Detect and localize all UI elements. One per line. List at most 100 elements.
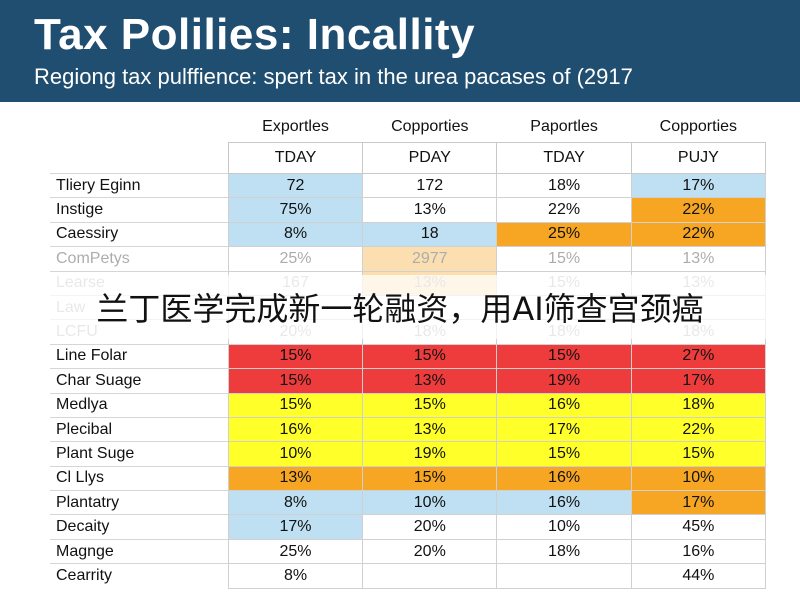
table-row: Line Folar 15% 15% 15% 27% — [50, 343, 767, 370]
table-cell: 17% — [630, 490, 767, 516]
table-cell: 18% — [496, 538, 632, 565]
header-bar: Tax Polilies: Incallity Regiong tax pulf… — [0, 0, 800, 102]
table-cell: 19% — [496, 368, 632, 394]
row-label: Decaity — [50, 514, 229, 540]
table-cell: 8% — [227, 221, 364, 248]
table-cell: 27% — [630, 343, 767, 370]
column-subheader: TDAY — [227, 142, 364, 174]
row-label: Tliery Eginn — [50, 172, 229, 198]
tax-table-container: Exportles Copporties Paportles Copporties T… — [50, 112, 767, 589]
corner-cell — [50, 143, 228, 174]
table-cell: 13% — [362, 416, 498, 443]
table-cell: 18% — [630, 392, 767, 418]
table-cell: 72 — [227, 172, 364, 199]
table-cell: 25% — [227, 246, 364, 272]
column-subheader: TDAY — [496, 142, 632, 174]
table-row: Plantatry 8% 10% 16% 17% — [50, 490, 767, 516]
column-subheader-row: TDAY PDAY TDAY PUJY — [50, 142, 767, 174]
column-subheader: PDAY — [362, 142, 498, 174]
table-cell: 19% — [362, 441, 498, 467]
table-cell: 45% — [630, 514, 767, 540]
table-cell: 17% — [496, 416, 632, 443]
row-label: Caessiry — [50, 221, 229, 247]
column-group-header: Copporties — [659, 118, 738, 135]
table-cell: 16% — [630, 538, 767, 565]
table-cell: 15% — [496, 343, 632, 370]
table-row: Cearrity 8% 44% — [50, 563, 767, 589]
column-group-row: Exportles Copporties Paportles Copporties — [50, 112, 766, 143]
row-label: Plecibal — [50, 416, 229, 442]
table-cell: 16% — [496, 490, 632, 516]
table-row: Magnge 25% 20% 18% 16% — [50, 538, 767, 565]
table-cell: 22% — [630, 197, 767, 223]
row-label: Medlya — [50, 392, 229, 418]
table-cell: 10% — [362, 490, 498, 516]
table-cell: 13% — [362, 197, 498, 223]
page-subtitle: Regiong tax pulffience: spert tax in the… — [34, 64, 633, 89]
row-label: Line Folar — [50, 343, 229, 369]
table-row: ComPetys 25% 2977 15% 13% — [50, 246, 767, 272]
table-cell: 20% — [362, 514, 498, 540]
table-cell: 15% — [496, 246, 632, 272]
table-cell: 2977 — [362, 246, 498, 272]
table-cell: 8% — [227, 490, 364, 516]
column-group-header: Copporties — [391, 118, 469, 135]
table-cell: 25% — [496, 221, 632, 248]
table-row: Caessiry 8% 18 25% 22% — [50, 221, 767, 248]
table-cell: 25% — [227, 538, 364, 565]
table-body: Tliery Eginn 72 172 18% 17% Instige 75% 13% 22% 2… — [50, 172, 767, 589]
row-label: Cearrity — [50, 563, 229, 589]
table-cell: 17% — [227, 514, 364, 540]
column-group-header: Exportles — [262, 118, 329, 135]
table-cell: 44% — [630, 563, 767, 589]
table-cell: 13% — [227, 465, 364, 492]
table-cell: 15% — [362, 465, 498, 492]
column-group-header: Paportles — [530, 118, 598, 135]
table-cell: 15% — [227, 368, 364, 394]
table-cell: 13% — [362, 368, 498, 394]
table-cell: 16% — [227, 416, 364, 443]
table-cell: 75% — [227, 197, 364, 223]
row-label: Plantatry — [50, 490, 229, 515]
table-cell — [496, 563, 632, 589]
corner-cell — [50, 112, 228, 143]
table-cell: 15% — [362, 392, 498, 418]
row-label: Magnge — [50, 538, 229, 564]
table-cell: 16% — [496, 392, 632, 418]
table-cell: 17% — [630, 368, 767, 394]
table-cell: 15% — [227, 392, 364, 418]
table-row: Plant Suge 10% 19% 15% 15% — [50, 441, 767, 467]
table-cell: 22% — [630, 221, 767, 248]
table-row: Tliery Eginn 72 172 18% 17% — [50, 172, 767, 199]
news-banner: 兰丁医学完成新一轮融资，用AI筛查宫颈癌 — [0, 275, 800, 339]
table-cell: 18 — [362, 221, 498, 248]
table-cell: 17% — [630, 172, 767, 199]
table-row: Decaity 17% 20% 10% 45% — [50, 514, 767, 540]
table-cell: 16% — [496, 465, 632, 492]
table-cell: 172 — [362, 172, 498, 199]
table-cell: 15% — [227, 343, 364, 370]
column-subheader: PUJY — [630, 142, 767, 174]
row-label: Plant Suge — [50, 441, 229, 467]
table-row: Char Suage 15% 13% 19% 17% — [50, 368, 767, 394]
table-row: Instige 75% 13% 22% 22% — [50, 197, 767, 223]
table-cell: 20% — [362, 538, 498, 565]
table-cell: 8% — [227, 563, 364, 589]
row-label: Cl Llys — [50, 465, 229, 491]
table-cell: 13% — [630, 246, 767, 272]
table-cell: 18% — [496, 172, 632, 199]
table-cell — [362, 563, 498, 589]
table-cell: 10% — [630, 465, 767, 492]
table-cell: 22% — [630, 416, 767, 443]
page-title: Tax Polilies: Incallity — [34, 10, 476, 59]
tax-table: Exportles Copporties Paportles Copporties T… — [50, 112, 767, 589]
row-label: Char Suage — [50, 368, 229, 394]
table-cell: 22% — [496, 197, 632, 223]
row-label: Instige — [50, 197, 229, 223]
table-cell: 15% — [496, 441, 632, 467]
table-cell: 10% — [227, 441, 364, 467]
table-row: Cl Llys 13% 15% 16% 10% — [50, 465, 767, 492]
row-label: ComPetys — [50, 246, 229, 272]
table-cell: 15% — [362, 343, 498, 370]
table-cell: 10% — [496, 514, 632, 540]
